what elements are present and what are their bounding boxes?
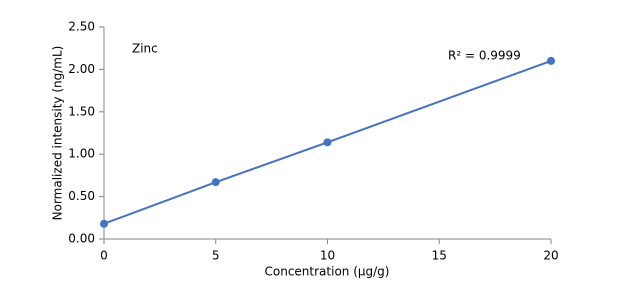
- series-line: [103, 59, 552, 225]
- data-point: [211, 178, 220, 187]
- y-axis-label: Normalized intensity (ng/mL): [51, 46, 65, 221]
- data-point: [323, 138, 332, 147]
- x-tick-label: 0: [100, 249, 108, 263]
- annotation: R² = 0.9999: [448, 49, 521, 63]
- y-tick-label: 2.50: [68, 20, 95, 34]
- data-point: [547, 56, 555, 65]
- x-tick-label: 15: [432, 249, 447, 263]
- annotation: Zinc: [132, 42, 158, 56]
- x-tick-label: 5: [212, 249, 220, 263]
- y-tick-label: 1.50: [68, 104, 95, 118]
- y-tick-label: 1.00: [68, 147, 95, 161]
- y-tick-label: 2.00: [68, 62, 95, 76]
- x-axis-label: Concentration (µg/g): [265, 265, 390, 279]
- data-point: [100, 219, 108, 228]
- x-tick-label: 20: [543, 249, 558, 263]
- x-tick-label: 10: [320, 249, 335, 263]
- y-tick-label: 0.50: [68, 189, 95, 203]
- y-tick-label: 0.00: [68, 232, 95, 246]
